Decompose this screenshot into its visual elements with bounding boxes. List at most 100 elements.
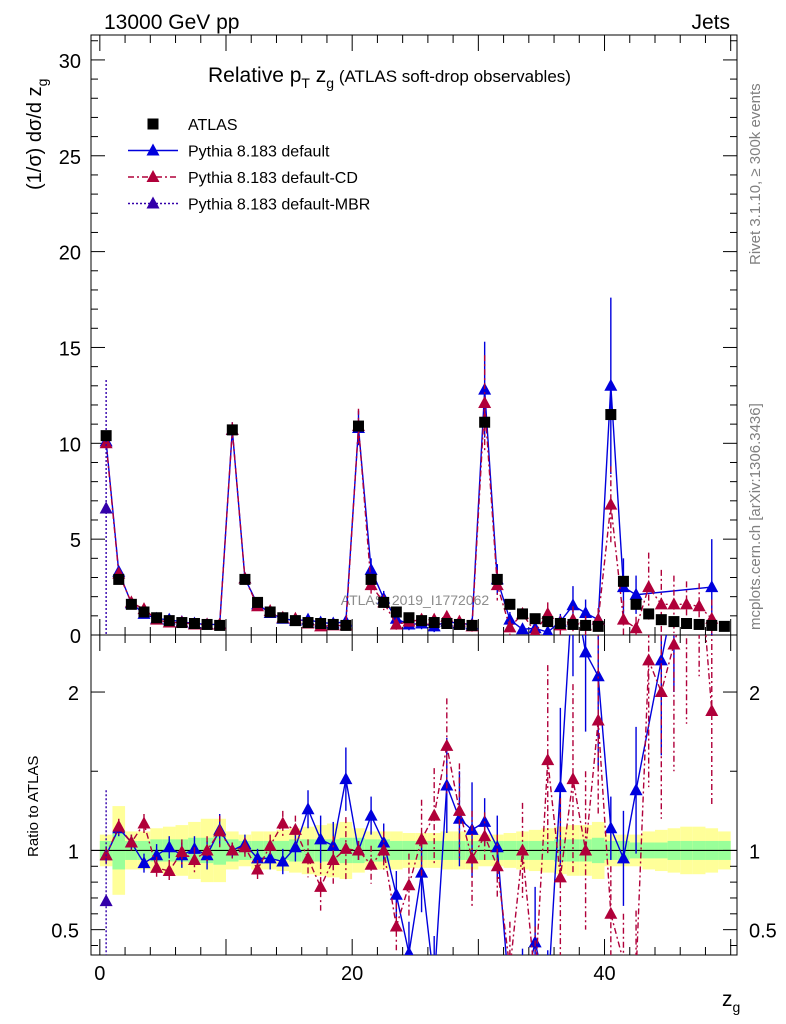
atlas-data-point bbox=[655, 614, 667, 626]
data-point bbox=[642, 653, 656, 666]
x-tick-label: 20 bbox=[341, 963, 363, 985]
atlas-data-point bbox=[264, 606, 276, 618]
atlas-data-point bbox=[403, 612, 415, 624]
atlas-data-point bbox=[567, 618, 579, 630]
data-point bbox=[616, 612, 630, 625]
atlas-data-point bbox=[643, 608, 655, 620]
atlas-data-point bbox=[352, 420, 364, 432]
data-point bbox=[137, 816, 151, 829]
title-main: Relative p bbox=[208, 64, 301, 87]
data-point bbox=[680, 597, 694, 610]
data-point bbox=[440, 738, 454, 751]
ratio-y-tick-label: 2 bbox=[68, 683, 79, 705]
data-point bbox=[351, 843, 365, 856]
data-point bbox=[339, 772, 353, 785]
legend-marker bbox=[146, 143, 160, 156]
data-point bbox=[629, 783, 643, 796]
data-point bbox=[529, 975, 542, 987]
title-rest: (ATLAS soft-drop observables) bbox=[334, 67, 571, 86]
data-point bbox=[478, 814, 492, 827]
atlas-data-point bbox=[416, 615, 428, 627]
ratio-y-tick-label-right: 2 bbox=[749, 683, 760, 705]
header-energy: 13000 GeV pp bbox=[104, 11, 239, 34]
data-point bbox=[213, 824, 227, 837]
data-point bbox=[251, 851, 265, 864]
atlas-data-point bbox=[151, 612, 163, 624]
data-point bbox=[579, 605, 593, 618]
data-point bbox=[604, 821, 618, 834]
atlas-data-point bbox=[315, 617, 327, 629]
data-point bbox=[553, 870, 567, 883]
data-point bbox=[654, 597, 668, 610]
atlas-data-point bbox=[479, 416, 491, 428]
data-point bbox=[364, 808, 378, 821]
data-point bbox=[364, 562, 378, 575]
legend-marker-atlas bbox=[147, 118, 159, 130]
data-point bbox=[389, 887, 403, 900]
atlas-data-point bbox=[605, 409, 617, 421]
atlas-data-point bbox=[428, 617, 440, 629]
data-point bbox=[427, 808, 441, 821]
atlas-data-point bbox=[340, 619, 352, 631]
data-point bbox=[503, 962, 516, 974]
data-point bbox=[616, 851, 630, 864]
data-point bbox=[566, 772, 580, 785]
atlas-data-point bbox=[580, 619, 592, 631]
atlas-data-point bbox=[693, 618, 705, 630]
data-point bbox=[301, 851, 315, 864]
ratio-axes: 0.5 0.51 12 20 20 40 bbox=[51, 635, 777, 985]
mbr-ratio-point bbox=[99, 894, 113, 907]
rivet-version-label: Rivet 3.1.10, ≥ 300k events bbox=[747, 83, 764, 265]
data-point bbox=[112, 819, 126, 832]
atlas-data-point bbox=[504, 598, 516, 610]
atlas-data-point bbox=[542, 616, 554, 628]
atlas-data-point bbox=[378, 596, 390, 608]
data-point bbox=[389, 617, 403, 630]
legend: ATLAS Pythia 8.183 default Pythia 8.183 de… bbox=[128, 117, 370, 214]
data-point bbox=[124, 835, 138, 848]
data-point bbox=[415, 832, 429, 845]
series-line bbox=[105, 635, 668, 955]
data-point bbox=[630, 967, 643, 979]
ratio-panel-frame bbox=[90, 634, 738, 956]
data-point bbox=[276, 816, 290, 829]
data-point bbox=[175, 845, 189, 858]
data-point bbox=[276, 854, 290, 867]
y-axis-label: (1/σ) dσ/d zg bbox=[24, 79, 50, 190]
data-point bbox=[541, 753, 555, 766]
atlas-data-point bbox=[491, 573, 503, 585]
header-category: Jets bbox=[691, 11, 730, 34]
data-point bbox=[465, 851, 479, 864]
atlas-data-point bbox=[453, 618, 465, 630]
data-point bbox=[566, 598, 580, 611]
data-point bbox=[251, 862, 265, 875]
atlas-data-point bbox=[681, 617, 693, 629]
mcplots-reference-label: mcplots.cern.ch [arXiv:1306.3436] bbox=[747, 403, 764, 630]
data-point bbox=[705, 580, 719, 593]
data-point bbox=[99, 501, 113, 514]
data-point bbox=[314, 879, 328, 892]
data-point bbox=[693, 542, 706, 554]
y-tick-label: 30 bbox=[59, 51, 81, 73]
data-point bbox=[591, 669, 605, 682]
data-point bbox=[503, 994, 516, 1006]
data-point bbox=[542, 625, 554, 635]
data-point bbox=[162, 864, 176, 877]
data-point bbox=[692, 599, 706, 612]
data-point bbox=[452, 803, 466, 816]
data-point bbox=[623, 954, 624, 955]
atlas-data-point bbox=[226, 424, 238, 436]
data-point bbox=[339, 841, 353, 854]
data-point bbox=[137, 856, 151, 869]
data-point bbox=[490, 859, 504, 872]
data-point bbox=[326, 838, 340, 851]
y-tick-label: 5 bbox=[70, 530, 81, 552]
atlas-data-point bbox=[441, 617, 453, 629]
atlas-data-point bbox=[554, 617, 566, 629]
legend-marker bbox=[146, 196, 160, 209]
atlas-data-point bbox=[706, 619, 718, 631]
atlas-data-point bbox=[365, 573, 377, 585]
atlas-data-point bbox=[277, 612, 289, 624]
legend-marker bbox=[146, 170, 160, 182]
data-point bbox=[503, 612, 517, 625]
